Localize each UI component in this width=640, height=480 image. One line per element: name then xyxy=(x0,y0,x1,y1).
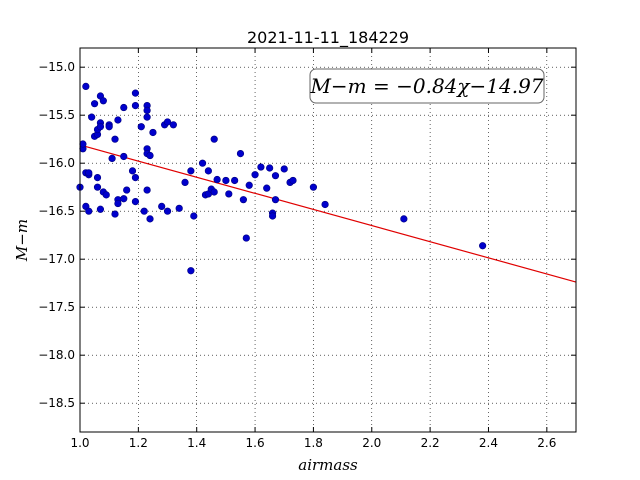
data-point xyxy=(400,215,408,223)
x-tick-label: 1.8 xyxy=(304,436,323,450)
data-point xyxy=(210,135,218,143)
data-point xyxy=(158,202,166,210)
y-tick-label: −15.0 xyxy=(38,60,75,74)
y-tick-label: −16.0 xyxy=(38,156,75,170)
data-point xyxy=(140,207,148,215)
data-point xyxy=(105,123,113,131)
data-point xyxy=(111,135,119,143)
data-point xyxy=(231,176,239,185)
data-point xyxy=(242,234,250,242)
data-point xyxy=(163,118,172,126)
data-point xyxy=(90,100,99,108)
data-point xyxy=(82,82,90,90)
data-point xyxy=(114,199,122,208)
data-point xyxy=(85,169,93,177)
data-point xyxy=(123,186,131,194)
y-tick-label: −16.5 xyxy=(38,204,75,218)
fit-equation-text: M−m = −0.84χ−14.97 xyxy=(309,74,543,98)
data-point xyxy=(114,116,122,124)
data-points xyxy=(76,82,487,275)
data-point xyxy=(213,175,221,184)
y-tick-label: −18.5 xyxy=(38,396,75,410)
data-point xyxy=(236,150,245,158)
data-point xyxy=(210,188,218,196)
data-point xyxy=(271,196,280,204)
data-point xyxy=(88,113,96,121)
data-point xyxy=(143,186,151,194)
data-point xyxy=(85,207,93,215)
data-point xyxy=(163,207,172,215)
fit-line-group xyxy=(79,144,577,283)
data-point xyxy=(131,101,140,110)
data-point xyxy=(309,183,318,191)
data-point xyxy=(79,140,87,148)
data-point xyxy=(271,172,280,180)
y-tick-label: −17.0 xyxy=(38,252,75,266)
fit-line xyxy=(79,144,577,283)
axis-ticks: 1.0 1.2 1.4 1.6 1.8 2.0 2.2 2.4 2.6 −15.0 −15.5 −16… xyxy=(38,48,576,450)
data-point xyxy=(239,196,247,204)
data-point xyxy=(245,181,253,189)
data-point xyxy=(257,163,265,171)
data-point xyxy=(120,152,128,161)
data-point xyxy=(93,174,102,182)
data-point xyxy=(131,89,140,97)
data-point xyxy=(93,183,102,191)
data-point xyxy=(225,190,233,198)
data-point xyxy=(131,174,140,182)
data-point xyxy=(102,191,110,199)
x-tick-label: 2.6 xyxy=(537,436,556,450)
x-tick-label: 2.2 xyxy=(421,436,440,450)
data-point xyxy=(187,167,195,175)
x-tick-label: 1.2 xyxy=(129,436,148,450)
y-axis-label: M−m xyxy=(13,219,31,262)
data-point xyxy=(137,123,145,131)
data-point xyxy=(146,215,154,223)
data-point xyxy=(268,212,277,220)
data-point xyxy=(111,210,119,218)
data-point xyxy=(198,159,207,167)
grid-lines xyxy=(80,48,576,432)
data-point xyxy=(181,178,189,186)
y-tick-label: −15.5 xyxy=(38,108,75,122)
data-point xyxy=(175,204,183,212)
data-point xyxy=(187,267,195,275)
data-point xyxy=(120,195,128,203)
data-point xyxy=(321,200,329,209)
data-point xyxy=(266,164,274,172)
data-point xyxy=(96,205,105,213)
data-point xyxy=(96,123,105,131)
fit-equation-box: M−m = −0.84χ−14.97 xyxy=(309,68,545,104)
data-point xyxy=(204,167,212,175)
data-point xyxy=(190,212,198,220)
x-tick-label: 2.0 xyxy=(362,436,381,450)
x-tick-label: 2.4 xyxy=(479,436,498,450)
data-point xyxy=(108,154,116,162)
data-point xyxy=(149,128,157,137)
chart-title: 2021-11-11_184229 xyxy=(247,28,409,48)
data-point xyxy=(169,121,177,129)
x-tick-label: 1.4 xyxy=(187,436,206,450)
x-tick-label: 1.0 xyxy=(70,436,89,450)
data-point xyxy=(222,176,230,185)
x-tick-label: 1.6 xyxy=(246,436,265,450)
y-tick-label: −18.0 xyxy=(38,348,75,362)
data-point xyxy=(280,165,288,173)
y-tick-label: −17.5 xyxy=(38,300,75,314)
data-point xyxy=(120,103,128,112)
data-point xyxy=(143,106,151,114)
data-point xyxy=(131,198,140,206)
data-point xyxy=(146,151,154,160)
data-point xyxy=(99,97,107,105)
data-point xyxy=(251,171,259,179)
plot-area-frame xyxy=(79,47,577,433)
x-axis-label: airmass xyxy=(298,456,358,474)
data-point xyxy=(143,113,151,121)
data-point xyxy=(128,167,137,175)
data-point xyxy=(479,242,487,250)
data-point xyxy=(263,184,271,192)
data-point xyxy=(289,176,297,185)
